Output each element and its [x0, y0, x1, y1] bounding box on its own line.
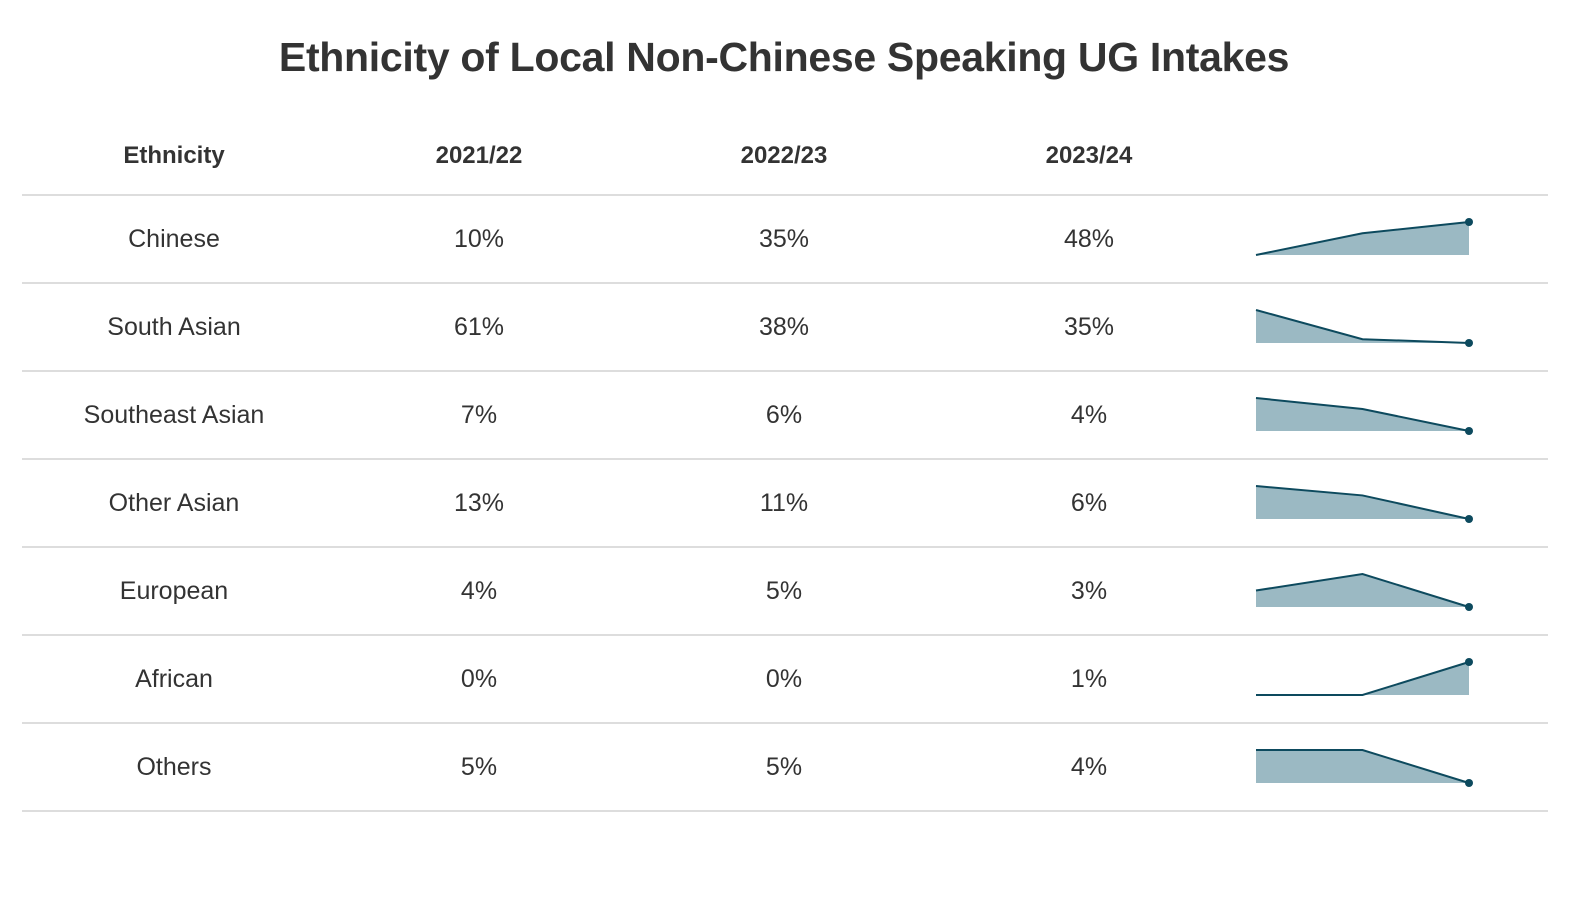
chart-title: Ethnicity of Local Non-Chinese Speaking … — [278, 34, 1290, 80]
sparkline-area — [1256, 750, 1469, 783]
sparkline-end-point — [1465, 779, 1473, 787]
table-row: Chinese 10% 35% 48% — [22, 196, 1548, 284]
sparkline-end-point — [1465, 427, 1473, 435]
sparkline-area — [1256, 574, 1469, 607]
column-header-2023-24: 2023/24 — [1045, 142, 1133, 169]
sparkline-line — [1255, 572, 1470, 608]
column-header-ethnicity: Ethnicity — [123, 142, 225, 169]
table-body: Chinese 10% 35% 48% South Asian 61% 38% 35% Sout… — [22, 196, 1548, 812]
value-cell: 10% — [453, 224, 505, 253]
sparkline-line — [1256, 749, 1470, 784]
value-cell: 0% — [460, 664, 498, 693]
sparkline — [1252, 460, 1492, 546]
value-cell: 4% — [1070, 400, 1108, 429]
table-header-row: Ethnicity 2021/22 2022/23 2023/24 — [22, 120, 1548, 196]
value-cell: 35% — [1063, 312, 1115, 341]
sparkline-line — [1255, 221, 1470, 256]
sparkline — [1252, 284, 1492, 370]
sparkline-end-point — [1465, 658, 1473, 666]
table-row: Other Asian 13% 11% 6% — [22, 460, 1548, 548]
ethnicity-label: African — [135, 664, 213, 693]
table-row: South Asian 61% 38% 35% — [22, 284, 1548, 372]
ethnicity-label: European — [119, 576, 229, 605]
table-row: African 0% 0% 1% — [22, 636, 1548, 724]
value-cell: 13% — [453, 488, 505, 517]
sparkline — [1252, 724, 1492, 810]
ethnicity-label: Chinese — [128, 224, 220, 253]
value-cell: 6% — [765, 400, 803, 429]
sparkline-end-point — [1465, 218, 1473, 226]
sparkline-end-point — [1465, 603, 1473, 611]
sparkline-area — [1256, 486, 1469, 519]
table-row: Others 5% 5% 4% — [22, 724, 1548, 812]
value-cell: 6% — [1070, 488, 1108, 517]
value-cell: 4% — [1070, 752, 1108, 781]
value-cell: 3% — [1070, 576, 1108, 605]
table-row: European 4% 5% 3% — [22, 548, 1548, 636]
value-cell: 5% — [765, 752, 803, 781]
value-cell: 11% — [759, 488, 809, 517]
value-cell: 35% — [758, 224, 810, 253]
value-cell: 5% — [765, 576, 803, 605]
sparkline-area — [1256, 398, 1469, 431]
ethnicity-label: Southeast Asian — [83, 400, 265, 429]
table-row: Southeast Asian 7% 6% 4% — [22, 372, 1548, 460]
ethnicity-label: Other Asian — [108, 488, 240, 517]
value-cell: 61% — [453, 312, 505, 341]
sparkline — [1252, 636, 1492, 722]
column-header-2021-22: 2021/22 — [435, 142, 523, 169]
sparkline-line — [1255, 485, 1470, 520]
value-cell: 4% — [460, 576, 498, 605]
value-cell: 38% — [758, 312, 810, 341]
sparkline-area — [1256, 222, 1469, 255]
sparkline-line — [1255, 309, 1470, 344]
value-cell: 48% — [1063, 224, 1115, 253]
data-table: Ethnicity 2021/22 2022/23 2023/24 Chines… — [22, 120, 1548, 812]
ethnicity-label: Others — [136, 752, 212, 781]
value-cell: 0% — [765, 664, 803, 693]
value-cell: 1% — [1070, 664, 1108, 693]
sparkline — [1252, 196, 1492, 282]
sparkline-line — [1255, 397, 1470, 432]
sparkline-area — [1256, 662, 1469, 695]
sparkline-end-point — [1465, 515, 1473, 523]
sparkline — [1252, 548, 1492, 634]
ethnicity-label: South Asian — [107, 312, 241, 341]
value-cell: 5% — [460, 752, 498, 781]
sparkline-line — [1256, 661, 1470, 696]
value-cell: 7% — [460, 400, 498, 429]
sparkline-area — [1256, 310, 1469, 343]
sparkline — [1252, 372, 1492, 458]
sparkline-end-point — [1465, 339, 1473, 347]
column-header-2022-23: 2022/23 — [740, 142, 828, 169]
